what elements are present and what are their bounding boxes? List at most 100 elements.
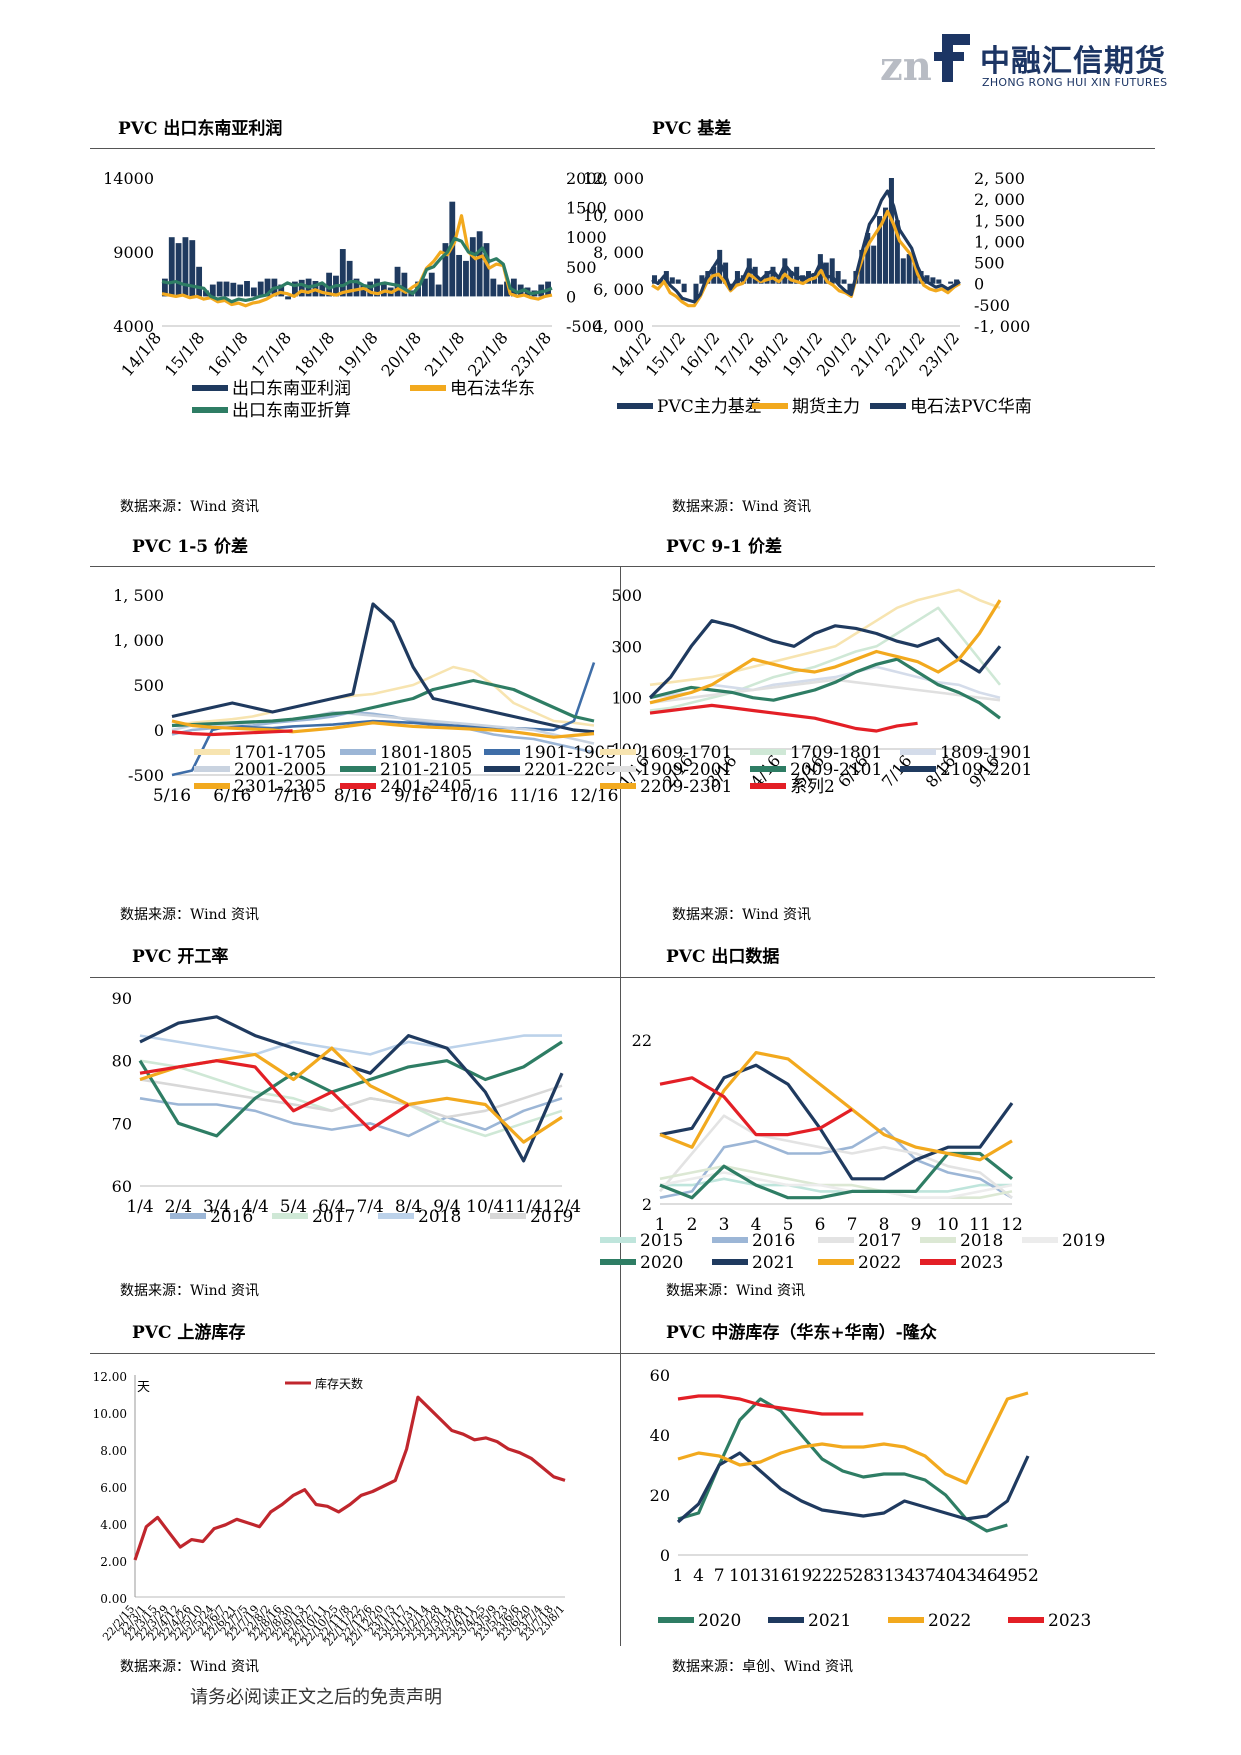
y-tick-label: 90 bbox=[112, 989, 132, 1008]
x-tick-label: 9/4 bbox=[433, 1197, 460, 1217]
x-tick-label: 5/16 bbox=[153, 786, 191, 806]
legend-label: 1701-1705 bbox=[234, 743, 326, 763]
x-tick-label: 9/16 bbox=[394, 786, 432, 806]
y-right-tick-label: 1000 bbox=[566, 228, 607, 247]
y-right-tick-label: 2, 000 bbox=[974, 190, 1025, 209]
legend-label: 电石法PVC华南 bbox=[910, 397, 1032, 417]
series-line bbox=[651, 189, 961, 304]
bar bbox=[764, 271, 770, 284]
x-tick-label: 13 bbox=[750, 1566, 772, 1586]
x-tick-label: 10 bbox=[937, 1215, 959, 1235]
x-tick-label: 4/4 bbox=[241, 1197, 268, 1217]
bar bbox=[746, 258, 752, 284]
source-note: 数据来源：卓创、Wind 资讯 bbox=[672, 1659, 854, 1675]
bar bbox=[693, 283, 699, 301]
legend-label: 2023 bbox=[1048, 1611, 1091, 1631]
series-line bbox=[139, 1034, 562, 1056]
series-line bbox=[649, 703, 918, 733]
logo-chinese-name: 中融汇信期货 bbox=[980, 44, 1166, 79]
series-line bbox=[649, 657, 1001, 720]
series-line bbox=[676, 1451, 1030, 1524]
series-line bbox=[171, 678, 595, 728]
y-tick-label: 2 bbox=[642, 1195, 652, 1214]
bar bbox=[829, 258, 835, 284]
znf-logo-icon: zn bbox=[880, 34, 970, 88]
y-right-tick-label: 0 bbox=[974, 275, 984, 294]
legend-label: 2020 bbox=[640, 1253, 683, 1273]
bar bbox=[948, 281, 954, 284]
y-right-tick-label: -1, 000 bbox=[974, 317, 1030, 336]
bar bbox=[196, 266, 203, 297]
series-line bbox=[171, 602, 595, 734]
x-tick-label: 12/4 bbox=[543, 1197, 581, 1217]
bar bbox=[292, 281, 298, 297]
legend-label: 出口东南亚折算 bbox=[232, 401, 351, 421]
bar bbox=[504, 281, 510, 297]
y-tick-label: 6.00 bbox=[100, 1481, 127, 1495]
x-tick-label: 14/1/8 bbox=[117, 328, 165, 380]
y-tick-label: 20 bbox=[650, 1486, 670, 1505]
legend-label: 2021 bbox=[752, 1253, 795, 1273]
legend-label: 2301-2305 bbox=[234, 777, 326, 797]
y-tick-label: 70 bbox=[112, 1114, 132, 1133]
bar bbox=[717, 249, 723, 284]
x-tick-label: 46 bbox=[976, 1566, 998, 1586]
x-tick-label: 19/1/8 bbox=[334, 328, 382, 380]
bar bbox=[930, 277, 936, 284]
bar bbox=[319, 284, 326, 297]
y-tick-label: 1, 000 bbox=[113, 631, 164, 650]
bar bbox=[456, 254, 463, 297]
y-right-tick-label: 1, 000 bbox=[974, 232, 1025, 251]
legend-label: 2017 bbox=[858, 1231, 901, 1251]
bar bbox=[374, 278, 380, 297]
bar bbox=[900, 258, 906, 284]
disclaimer-footer: 请务必阅读正文之后的免责声明 bbox=[190, 1687, 442, 1708]
chart-title-upstream-inventory: PVC 上游库存 bbox=[132, 1323, 246, 1343]
bar bbox=[476, 231, 483, 297]
bar bbox=[223, 281, 230, 297]
y-right-tick-label: -500 bbox=[566, 317, 602, 336]
bar bbox=[497, 284, 504, 297]
legend-label: 2015 bbox=[640, 1231, 683, 1251]
bar bbox=[490, 278, 497, 297]
x-tick-label: 16/1/8 bbox=[204, 328, 252, 380]
x-tick-label: 18/1/8 bbox=[291, 328, 339, 380]
legend-label: 2022 bbox=[858, 1253, 901, 1273]
bar bbox=[339, 249, 346, 297]
legend-label: 1609-1701 bbox=[640, 743, 732, 763]
section-rule bbox=[90, 977, 1155, 978]
bar bbox=[788, 271, 794, 284]
x-tick-label: 9 bbox=[911, 1215, 922, 1235]
source-note: 数据来源：Wind 资讯 bbox=[672, 907, 812, 923]
series-line bbox=[139, 1097, 563, 1138]
y-right-tick-label: 500 bbox=[566, 258, 597, 277]
x-tick-label: 23/1/8 bbox=[507, 328, 555, 380]
series-line bbox=[659, 1114, 1013, 1199]
x-tick-label: 10 bbox=[729, 1566, 751, 1586]
legend-label: 电石法华东 bbox=[450, 379, 535, 399]
series-line bbox=[677, 1391, 1029, 1485]
bar bbox=[326, 272, 333, 297]
y-tick-label: 22 bbox=[632, 1031, 652, 1050]
series-line bbox=[139, 1059, 563, 1138]
bar bbox=[244, 281, 250, 297]
bar bbox=[237, 284, 244, 297]
x-tick-label: 1 bbox=[673, 1566, 684, 1586]
x-tick-label: 11/16 bbox=[509, 786, 558, 806]
x-tick-label: 5/4 bbox=[280, 1197, 307, 1217]
bar bbox=[894, 220, 900, 284]
bar bbox=[871, 245, 877, 284]
y-tick-label: 4.00 bbox=[100, 1518, 127, 1532]
chart-title-midstream-inventory: PVC 中游库存（华东+华南）-隆众 bbox=[666, 1323, 937, 1343]
x-tick-label: 7 bbox=[847, 1215, 858, 1235]
bar bbox=[681, 283, 687, 293]
legend-label: 出口东南亚利润 bbox=[232, 379, 351, 399]
x-tick-label: 2 bbox=[687, 1215, 698, 1235]
chart-basis: 12, 000 10, 000 8, 000 6, 000 4, 000 2, 500 2,… bbox=[583, 169, 1032, 417]
x-tick-label: 8/16 bbox=[334, 786, 372, 806]
legend-label: 2016 bbox=[210, 1207, 253, 1227]
y-tick-label: 300 bbox=[611, 637, 642, 656]
x-tick-label: 10/4 bbox=[466, 1197, 504, 1217]
x-tick-label: 6/16 bbox=[213, 786, 251, 806]
